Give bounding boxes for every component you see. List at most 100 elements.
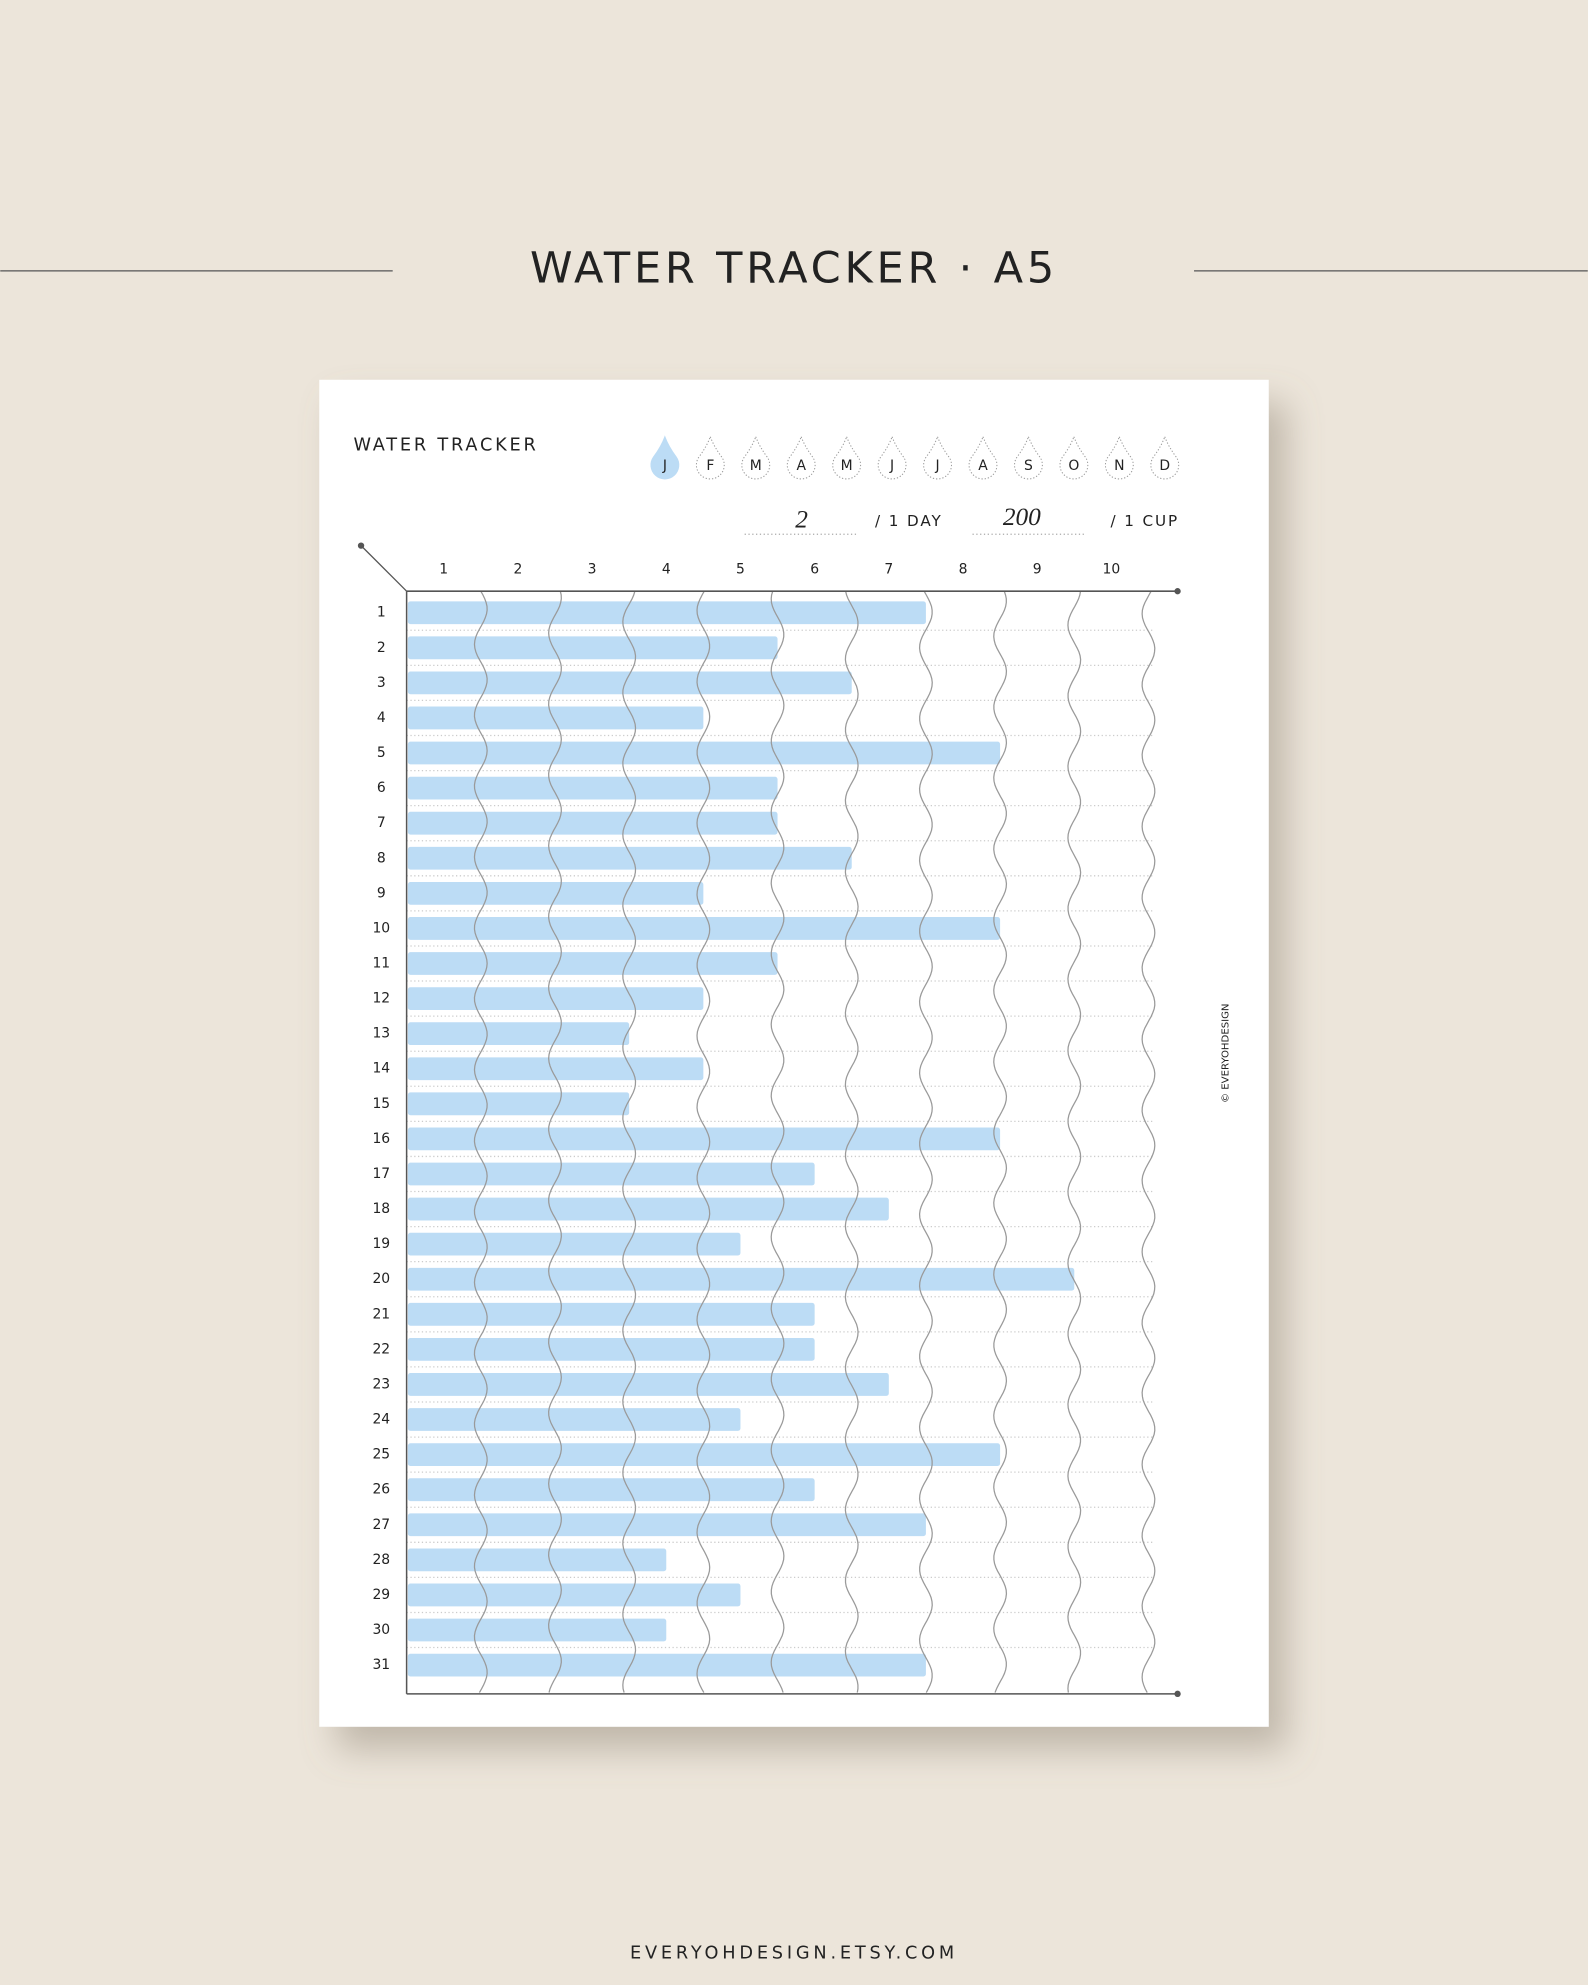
day-label: 29 xyxy=(372,1587,390,1603)
bar xyxy=(407,952,778,975)
bar xyxy=(407,1127,1001,1151)
goal-per-day-label: / 1 DAY xyxy=(875,512,943,530)
bar xyxy=(407,846,852,870)
bar xyxy=(407,1443,1001,1467)
month-label: M xyxy=(750,458,762,474)
month-drop xyxy=(923,435,952,480)
day-label: 2 xyxy=(377,640,386,656)
grid-line xyxy=(696,590,711,1693)
month-label: M xyxy=(841,458,853,474)
day-label: 22 xyxy=(372,1341,390,1357)
month-drop xyxy=(832,435,862,480)
day-label: 11 xyxy=(372,956,390,972)
bar xyxy=(407,706,704,730)
month-drop xyxy=(877,435,907,480)
copyright: © EVERYOHDESIGN xyxy=(1221,1003,1232,1103)
day-label: 27 xyxy=(372,1517,390,1533)
month-label: S xyxy=(1024,458,1033,474)
bar xyxy=(407,636,778,660)
day-label: 23 xyxy=(372,1376,390,1392)
month-drop xyxy=(650,435,680,480)
x-tick-label: 8 xyxy=(959,562,968,578)
day-label: 7 xyxy=(377,815,386,831)
bar xyxy=(407,1302,815,1326)
chart-title: WATER TRACKER xyxy=(353,436,538,456)
day-label: 21 xyxy=(372,1306,390,1322)
bar xyxy=(407,811,778,835)
month-drop xyxy=(741,435,771,480)
day-label: 5 xyxy=(377,745,386,761)
axis-dot xyxy=(1174,1690,1181,1697)
day-label: 18 xyxy=(372,1201,390,1217)
grid-line xyxy=(993,590,1008,1693)
goal-per-cup-label: / 1 CUP xyxy=(1110,512,1179,530)
day-label: 24 xyxy=(372,1412,390,1428)
day-label: 12 xyxy=(372,991,390,1007)
bar xyxy=(407,1197,889,1221)
day-label: 15 xyxy=(372,1096,390,1112)
bar xyxy=(407,1267,1075,1291)
goal-per-cup: 200 xyxy=(1003,503,1041,531)
corner-dot xyxy=(357,542,365,549)
grid-line xyxy=(1067,591,1082,1693)
month-drop xyxy=(695,435,725,480)
bar xyxy=(407,1092,630,1116)
bar xyxy=(407,1548,667,1572)
grid-line xyxy=(548,591,562,1693)
day-label: 3 xyxy=(377,675,386,691)
month-drop xyxy=(1059,435,1089,480)
day-label: 9 xyxy=(377,885,386,901)
day-label: 16 xyxy=(372,1131,390,1147)
month-drop xyxy=(1150,435,1180,480)
day-label: 28 xyxy=(372,1552,390,1568)
day-label: 8 xyxy=(377,850,386,866)
day-label: 30 xyxy=(372,1622,390,1638)
goal-per-day: 2 xyxy=(795,505,808,533)
month-label: A xyxy=(796,458,806,474)
bar xyxy=(407,1653,926,1677)
bar xyxy=(407,1057,704,1081)
bar xyxy=(407,1513,926,1537)
month-label: F xyxy=(706,458,714,474)
day-label: 14 xyxy=(372,1061,390,1077)
bar xyxy=(407,1618,667,1642)
grid-line xyxy=(622,591,637,1693)
bar xyxy=(407,741,1001,765)
grid-line xyxy=(473,590,488,1693)
corner-line xyxy=(360,545,408,592)
month-drop xyxy=(786,435,816,480)
plot: J F M A M J J A S O N D1234567891011121314151617181… xyxy=(372,435,1181,1697)
bar xyxy=(407,1583,741,1607)
month-label: A xyxy=(978,458,988,474)
bar xyxy=(407,1232,741,1256)
month-drop xyxy=(968,435,998,480)
bar xyxy=(407,1373,889,1396)
x-tick-label: 2 xyxy=(513,562,522,578)
x-tick-label: 10 xyxy=(1103,562,1121,578)
day-label: 1 xyxy=(377,605,386,621)
day-label: 17 xyxy=(372,1166,390,1182)
x-tick-label: 1 xyxy=(439,562,448,578)
month-drop xyxy=(1104,435,1134,480)
day-label: 13 xyxy=(372,1026,390,1042)
bar xyxy=(407,671,852,695)
grid-line xyxy=(770,591,785,1693)
bar xyxy=(407,601,926,625)
x-tick-label: 7 xyxy=(884,562,893,578)
month-drop xyxy=(1014,435,1043,480)
bar xyxy=(407,1162,815,1186)
axis-dot xyxy=(1174,588,1181,595)
day-label: 25 xyxy=(372,1447,390,1463)
bar xyxy=(407,881,704,905)
month-label: J xyxy=(935,458,940,474)
bar xyxy=(407,1478,815,1502)
grid-line xyxy=(1141,590,1156,1693)
month-label: D xyxy=(1159,458,1170,474)
x-tick-label: 9 xyxy=(1033,562,1042,578)
grid-line xyxy=(844,591,859,1693)
day-label: 31 xyxy=(372,1657,390,1673)
footer: EVERYOHDESIGN.ETSY.COM xyxy=(630,1943,958,1963)
bar xyxy=(407,987,704,1010)
